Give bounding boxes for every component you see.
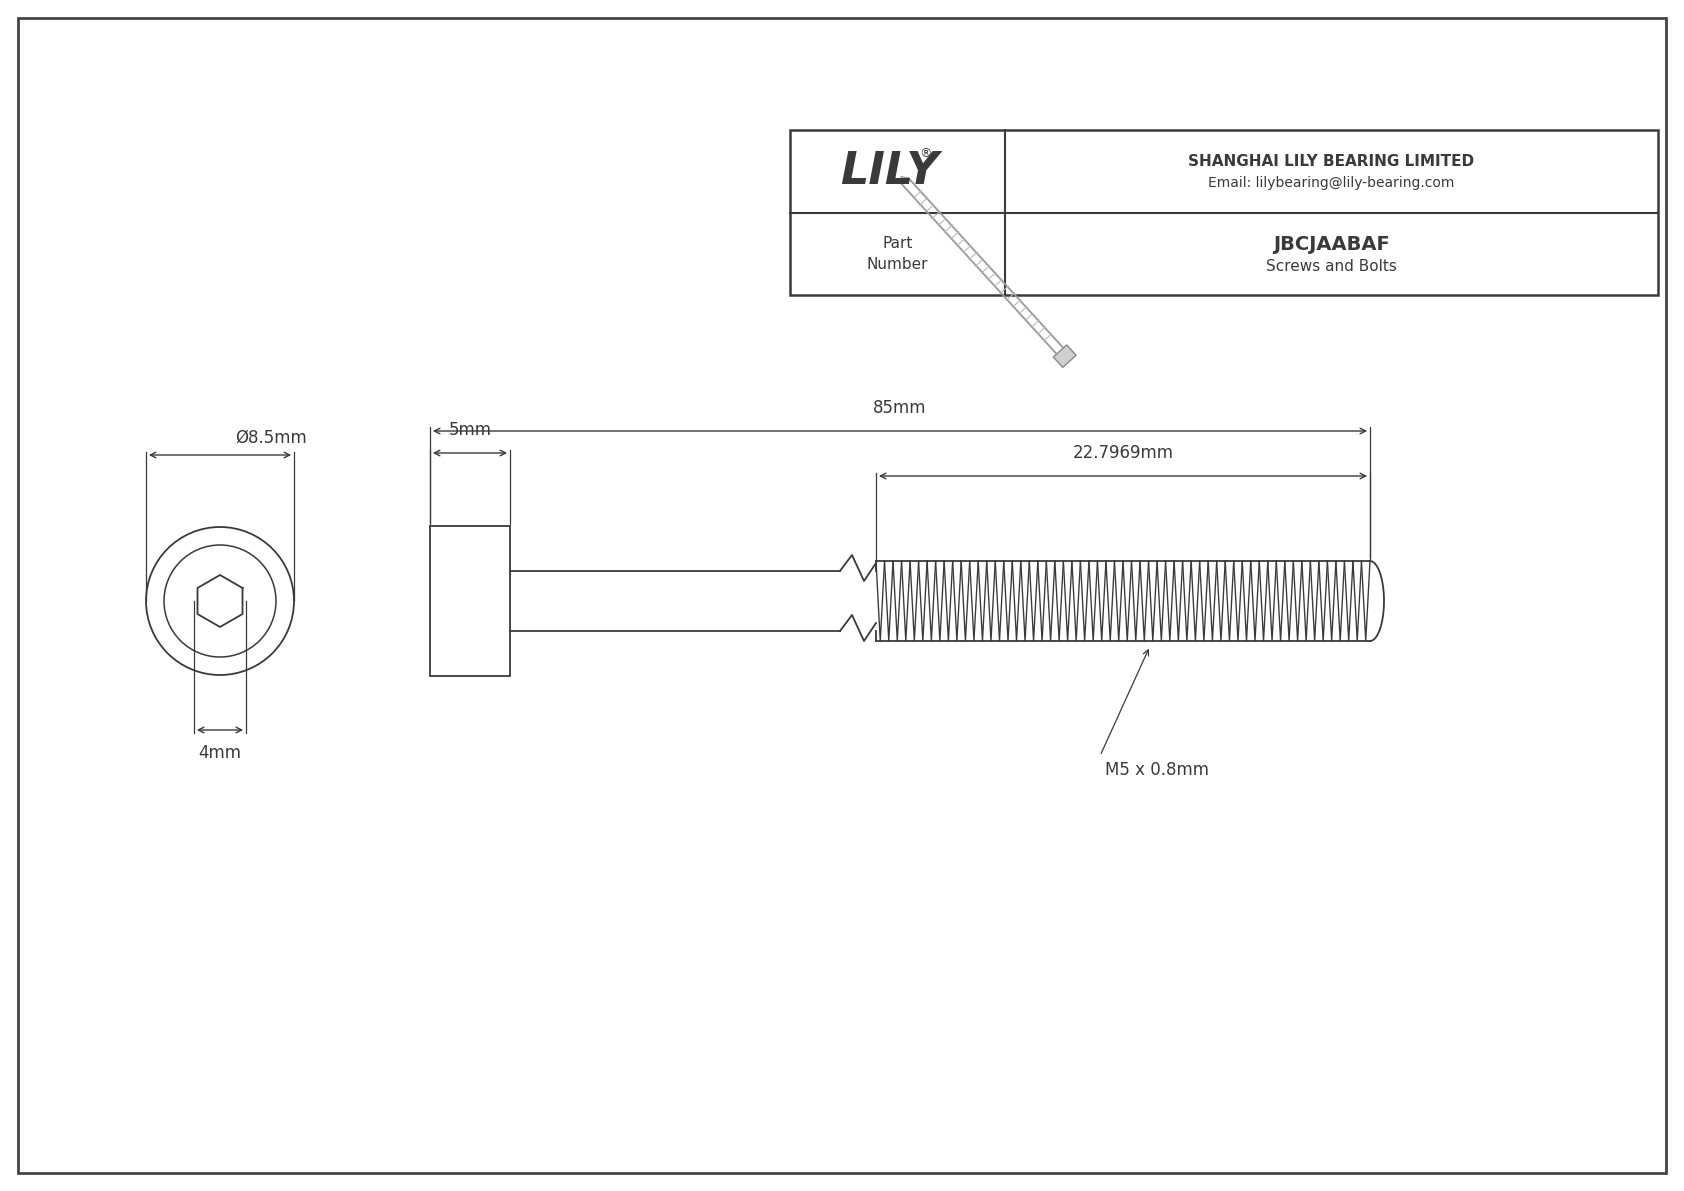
Bar xyxy=(790,130,1659,295)
Polygon shape xyxy=(901,176,908,185)
Polygon shape xyxy=(1054,345,1076,367)
Text: Ø8.5mm: Ø8.5mm xyxy=(236,429,306,447)
Text: 4mm: 4mm xyxy=(199,744,241,762)
Text: M5 x 0.8mm: M5 x 0.8mm xyxy=(1105,761,1209,779)
Text: Email: lilybearing@lily-bearing.com: Email: lilybearing@lily-bearing.com xyxy=(1209,176,1455,191)
Text: SHANGHAI LILY BEARING LIMITED: SHANGHAI LILY BEARING LIMITED xyxy=(1189,154,1475,169)
Text: Screws and Bolts: Screws and Bolts xyxy=(1266,260,1398,274)
Text: 22.7969mm: 22.7969mm xyxy=(1073,444,1174,462)
Bar xyxy=(429,526,510,676)
Text: JBCJAABAF: JBCJAABAF xyxy=(1273,236,1389,254)
Text: Part
Number: Part Number xyxy=(867,236,928,272)
Text: 85mm: 85mm xyxy=(874,399,926,417)
Text: LILY: LILY xyxy=(840,150,938,193)
Text: 5mm: 5mm xyxy=(448,420,492,439)
Text: ®: ® xyxy=(919,146,931,160)
